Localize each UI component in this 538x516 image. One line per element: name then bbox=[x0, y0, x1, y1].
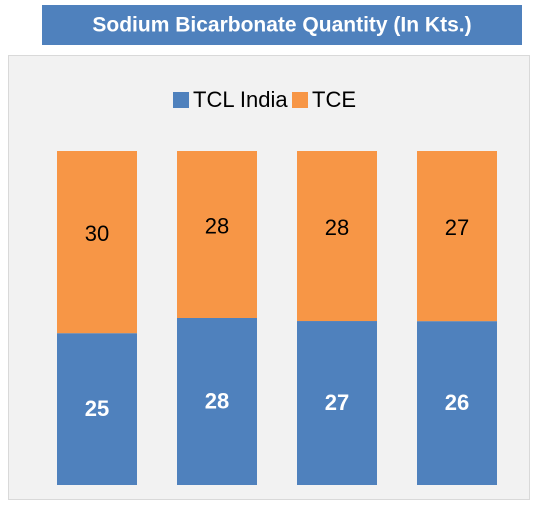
bar-segment bbox=[57, 333, 137, 485]
data-label: 28 bbox=[205, 388, 229, 413]
data-label: 27 bbox=[325, 390, 349, 415]
bar-segment bbox=[177, 151, 257, 318]
bar-segment bbox=[297, 321, 377, 485]
bar-segment bbox=[177, 318, 257, 485]
legend-label: TCE bbox=[312, 87, 356, 112]
bar-segment bbox=[297, 151, 377, 322]
legend-label: TCL India bbox=[193, 87, 288, 112]
legend-swatch bbox=[292, 92, 308, 108]
data-label: 25 bbox=[85, 396, 109, 421]
bar-segment bbox=[417, 321, 497, 485]
title-banner bbox=[42, 5, 522, 45]
data-label: 28 bbox=[325, 215, 349, 240]
legend-swatch bbox=[173, 92, 189, 108]
data-label: 30 bbox=[85, 221, 109, 246]
chart-title: Sodium Bicarbonate Quantity (In Kts.) bbox=[92, 14, 471, 37]
data-label: 26 bbox=[445, 390, 469, 415]
data-label: 28 bbox=[205, 213, 229, 238]
bar-segment bbox=[417, 151, 497, 322]
data-label: 27 bbox=[445, 215, 469, 240]
bar-segment bbox=[57, 151, 137, 334]
